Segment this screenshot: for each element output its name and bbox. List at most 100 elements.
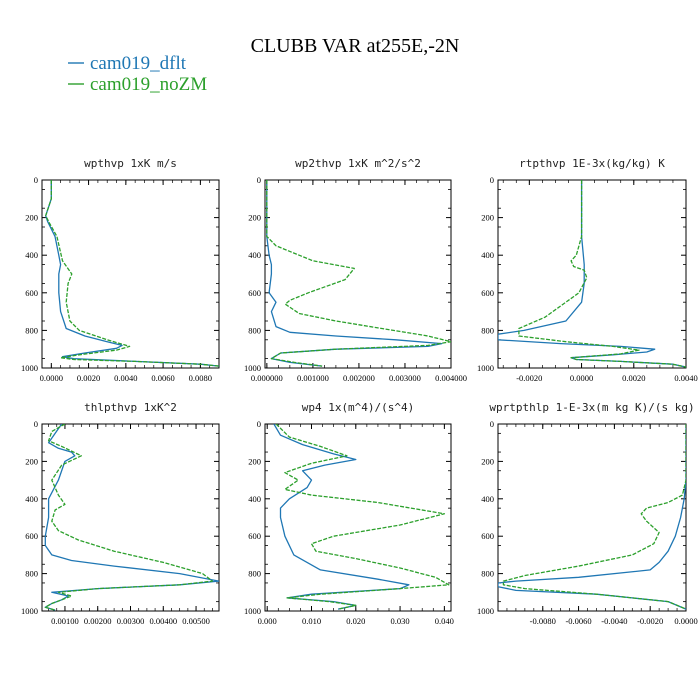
x-tick-label: 0.00200 (84, 616, 112, 626)
legend-entry-nozm: cam019_noZM (68, 74, 207, 95)
series-group (44, 424, 219, 611)
plot-frame (497, 179, 687, 369)
series-line-dflt (273, 424, 410, 610)
series-line-dflt (498, 180, 686, 368)
series-line-nozm (266, 180, 451, 367)
x-tick-label: 0.0000 (674, 616, 697, 626)
y-tick-label: 800 (25, 325, 38, 335)
y-tick-label: 600 (25, 531, 38, 541)
series-line-dflt (44, 424, 219, 611)
y-tick-label: 800 (25, 569, 38, 579)
x-tick-label: 0.0000 (40, 373, 63, 383)
y-tick-label: 1000 (21, 606, 38, 616)
y-tick-label: 200 (481, 456, 494, 466)
series-line-nozm (275, 424, 450, 610)
y-tick-label: 200 (25, 456, 38, 466)
x-tick-label: 0.0040 (114, 373, 137, 383)
x-tick-label: -0.0040 (601, 616, 627, 626)
y-tick-label: 400 (248, 494, 261, 504)
y-tick-label: 600 (248, 531, 261, 541)
panel-6: wprtpthlp 1-E-3x(m kg K)/(s kg) 0 200 400 60… (477, 401, 698, 626)
y-tick-label: 800 (481, 569, 494, 579)
panel-title: wp2thvp 1xK m^2/s^2 (295, 157, 421, 170)
y-tick-label: 200 (248, 213, 261, 223)
x-tick-label: 0.0020 (77, 373, 100, 383)
figure-title: CLUBB VAR at255E,-2N (251, 35, 460, 57)
panel-3: rtpthvp 1E-3x(kg/kg) K 0 200 400 600 800 1000 -… (477, 157, 698, 383)
y-tick-label: 400 (25, 250, 38, 260)
panel-title: wpthvp 1xK m/s (84, 157, 177, 170)
y-tick-label: 0 (34, 175, 38, 185)
y-tick-label: 600 (481, 531, 494, 541)
y-tick-label: 0 (490, 419, 494, 429)
x-tick-label: -0.0020 (637, 616, 663, 626)
series-line-dflt (266, 180, 443, 367)
x-tick-label: 0.004000 (435, 373, 467, 383)
y-tick-label: 1000 (477, 606, 494, 616)
y-tick-label: 600 (248, 288, 261, 298)
y-tick-label: 0 (490, 175, 494, 185)
panel-title: thlpthvp 1xK^2 (84, 401, 177, 414)
x-tick-label: 0.00300 (117, 616, 145, 626)
y-tick-label: 800 (248, 569, 261, 579)
x-tick-label: 0.0040 (674, 373, 697, 383)
x-tick-label: 0.0080 (189, 373, 212, 383)
plot-frame (264, 423, 452, 612)
series-group (45, 180, 219, 367)
x-tick-label: 0.040 (435, 616, 454, 626)
plot-frame (497, 423, 687, 612)
panel-title: wprtpthlp 1-E-3x(m kg K)/(s kg) (489, 401, 694, 414)
y-tick-label: 0 (34, 419, 38, 429)
x-tick-label: -0.0020 (516, 373, 542, 383)
x-tick-label: 0.030 (391, 616, 410, 626)
plot-frame (41, 179, 220, 369)
y-tick-label: 1000 (477, 363, 494, 373)
x-tick-label: 0.010 (302, 616, 321, 626)
x-tick-label: 0.000000 (251, 373, 283, 383)
y-tick-label: 400 (481, 494, 494, 504)
x-tick-label: 0.003000 (389, 373, 421, 383)
y-tick-label: 200 (481, 213, 494, 223)
y-tick-label: 800 (481, 325, 494, 335)
x-tick-label: 0.00500 (182, 616, 210, 626)
y-tick-label: 1000 (244, 606, 261, 616)
panel-title: rtpthvp 1E-3x(kg/kg) K (519, 157, 665, 170)
y-tick-label: 600 (25, 288, 38, 298)
panel-4: thlpthvp 1xK^2 0 200 400 600 800 1000 0.00100 0.… (21, 401, 220, 626)
series-group (273, 424, 450, 610)
x-tick-label: -0.0080 (530, 616, 556, 626)
series-line-nozm (502, 424, 686, 610)
y-tick-label: 800 (248, 325, 261, 335)
y-tick-label: 200 (248, 456, 261, 466)
x-tick-label: 0.00400 (149, 616, 177, 626)
legend-label-dflt: cam019_dflt (90, 53, 187, 74)
series-group (498, 424, 686, 610)
series-group (266, 180, 451, 367)
y-tick-label: 400 (25, 494, 38, 504)
legend: cam019_dflt cam019_noZM (68, 53, 207, 95)
y-tick-label: 0 (257, 175, 261, 185)
series-line-nozm (518, 180, 686, 368)
x-tick-label: 0.001000 (297, 373, 329, 383)
y-tick-label: 0 (257, 419, 261, 429)
panel-2: wp2thvp 1xK m^2/s^2020040060080010000.00… (244, 157, 467, 383)
x-tick-label: 0.002000 (343, 373, 375, 383)
y-tick-label: 400 (248, 250, 261, 260)
y-tick-label: 1000 (244, 363, 261, 373)
x-tick-label: -0.0060 (565, 616, 591, 626)
series-line-dflt (45, 180, 219, 367)
panel-title: wp4 1x(m^4)/(s^4) (302, 401, 415, 414)
y-tick-label: 600 (481, 288, 494, 298)
y-tick-label: 200 (25, 213, 38, 223)
legend-label-nozm: cam019_noZM (90, 74, 207, 95)
series-line-nozm (44, 424, 214, 611)
legend-entry-dflt: cam019_dflt (68, 53, 187, 74)
series-line-nozm (45, 180, 219, 367)
y-tick-label: 1000 (21, 363, 38, 373)
x-tick-label: 0.020 (346, 616, 365, 626)
series-line-dflt (498, 424, 686, 610)
